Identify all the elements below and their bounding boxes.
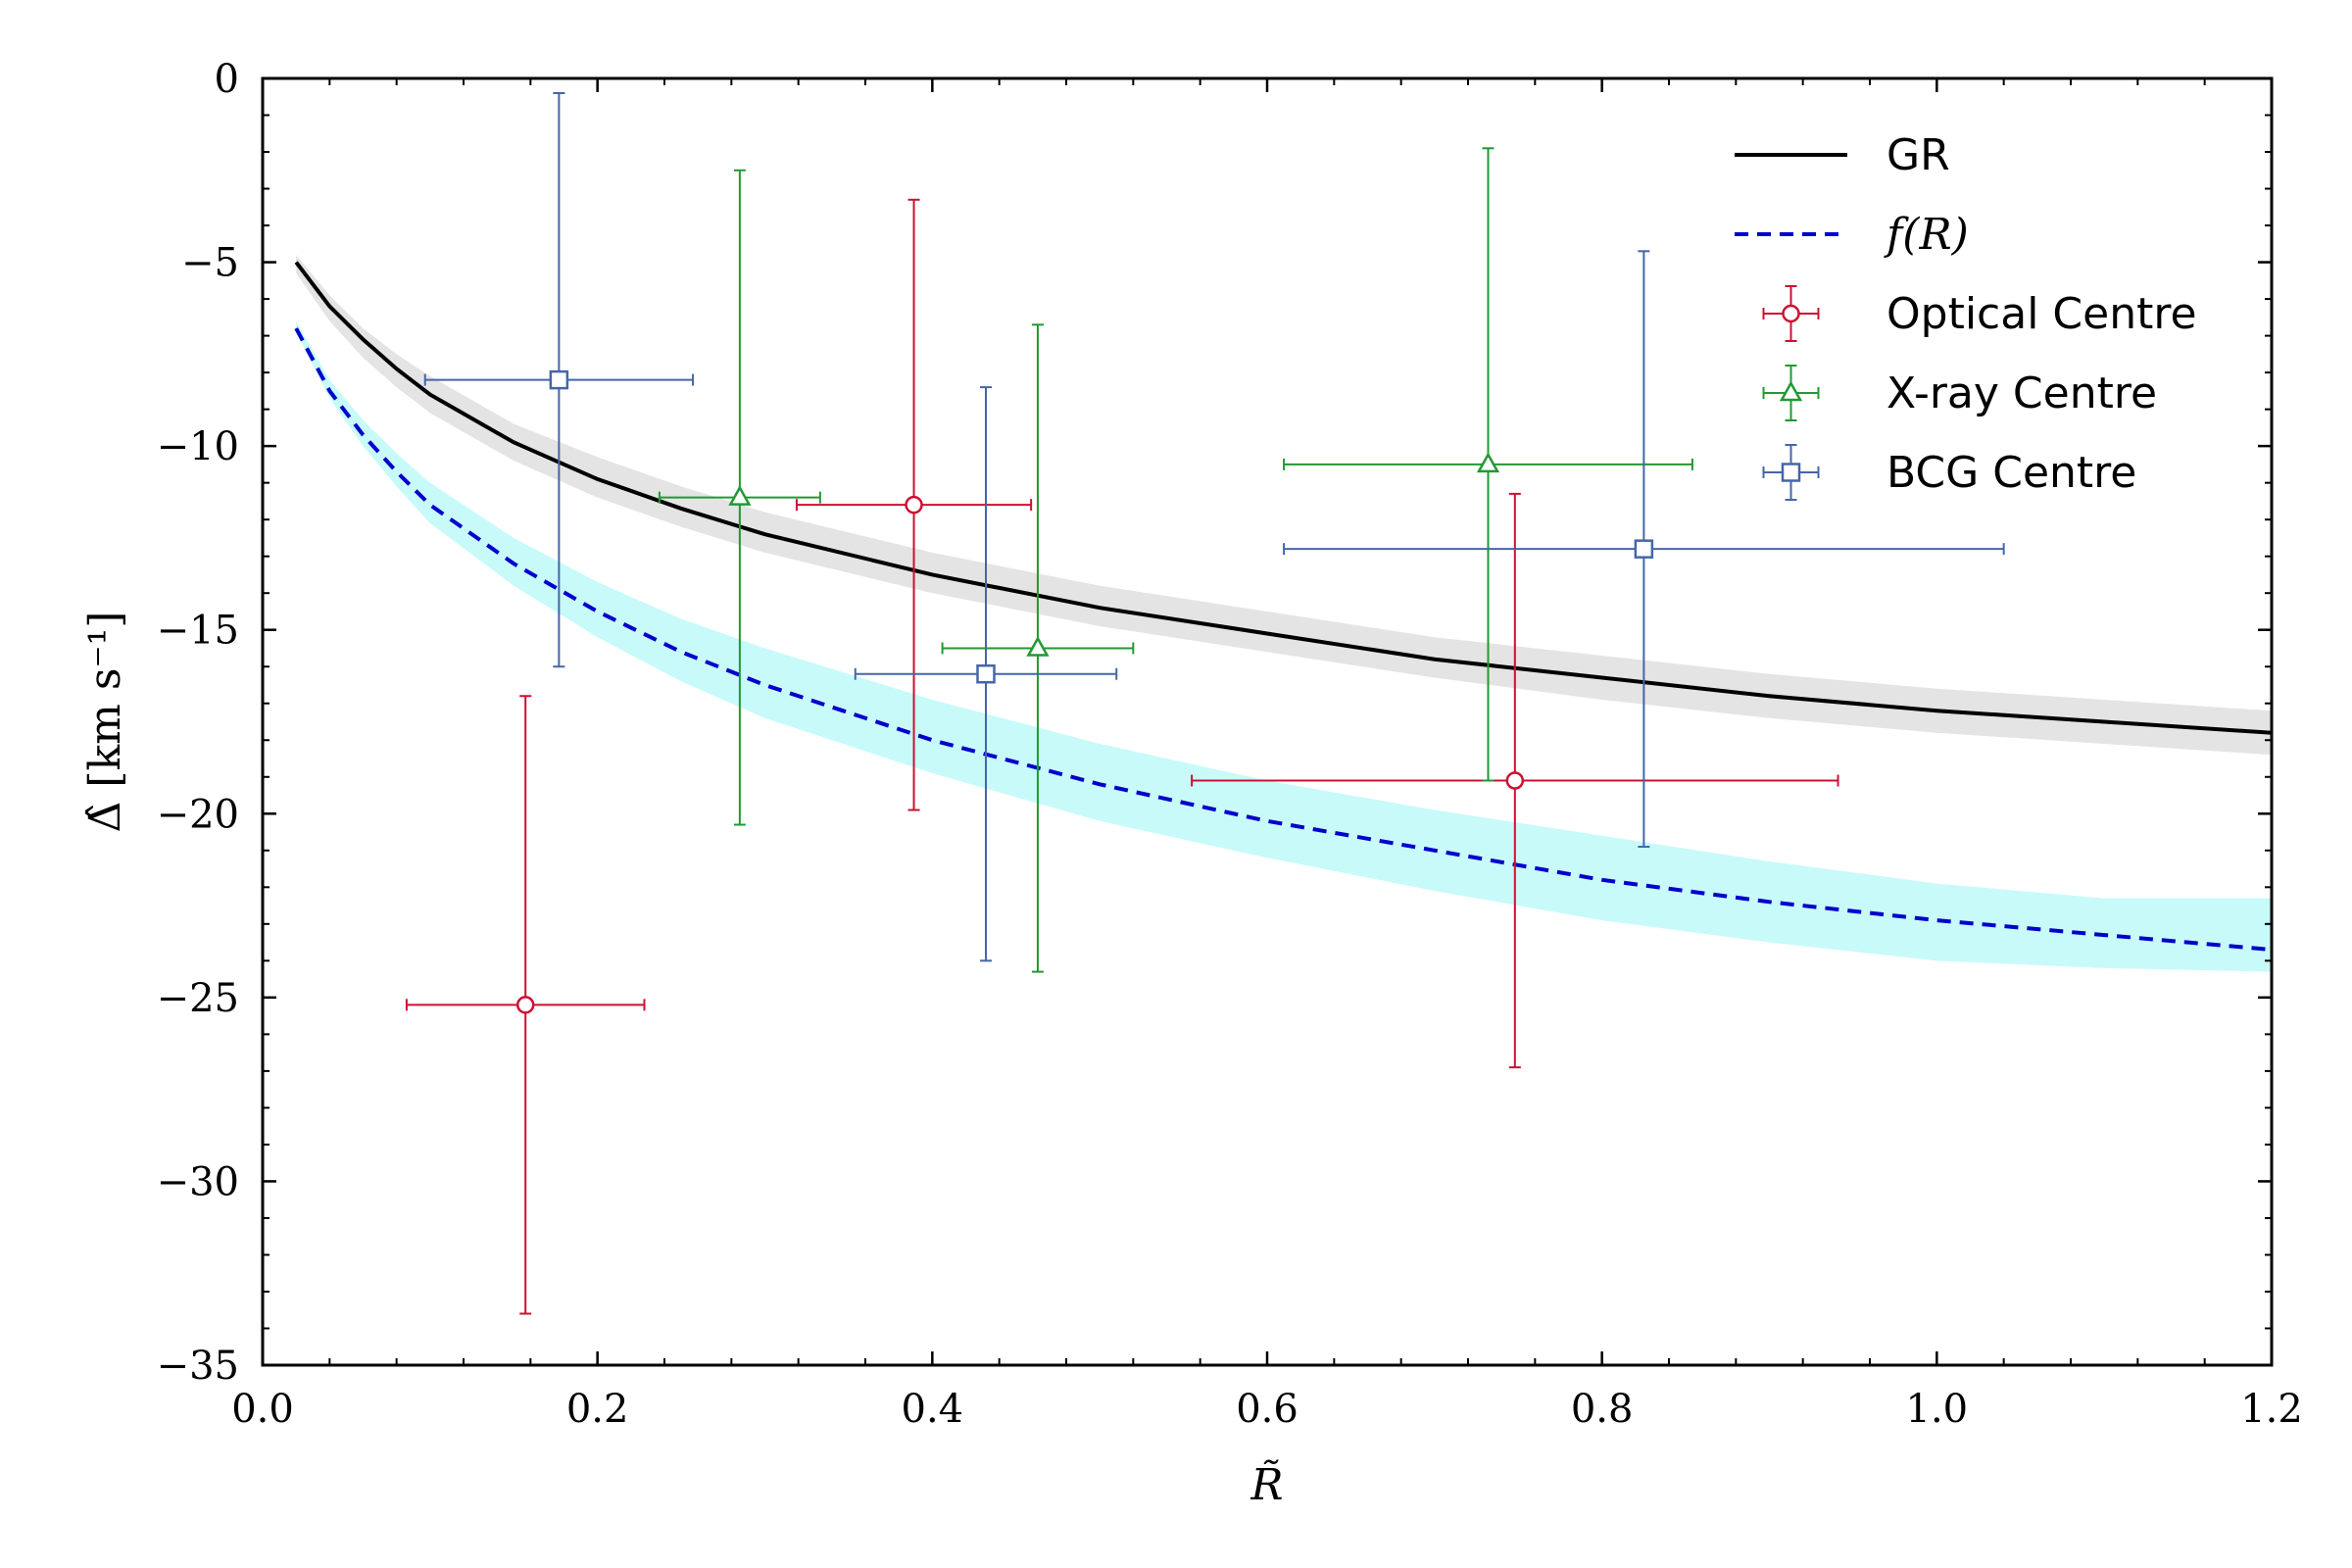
x-axis-label: R̃ <box>1250 1458 1283 1510</box>
legend-gr-label: GR <box>1886 130 1950 180</box>
bcg-centre-marker <box>976 663 996 684</box>
optical-centre-point-2 <box>795 198 1033 811</box>
x-tick-label: 1.0 <box>1906 1387 1969 1432</box>
x-tick-label: 0.6 <box>1236 1387 1298 1432</box>
bcg-centre-point-3 <box>1283 250 2005 849</box>
y-tick-label: −25 <box>157 976 239 1021</box>
x-tick-label: 0.8 <box>1571 1387 1634 1432</box>
optical-centre-point-1 <box>405 695 646 1315</box>
x-ray-centre-point-2 <box>941 323 1135 973</box>
x-tick-label: 1.2 <box>2240 1387 2303 1432</box>
f-r-band <box>296 320 2273 972</box>
bcg-centre-marker <box>1634 539 1654 559</box>
optical-centre-marker <box>1505 771 1525 790</box>
f-r-curve <box>294 327 2273 953</box>
legend-bcg-centre-swatch <box>1762 444 1820 501</box>
legend-optical-centre-marker <box>1782 304 1800 323</box>
y-tick-label: −35 <box>157 1344 239 1389</box>
data-points <box>405 92 2005 1315</box>
legend: GR f(R) Optical Centre X-ray Centre BCG Cent… <box>1735 130 2197 501</box>
x-ray-centre-marker <box>1026 635 1050 657</box>
y-tick-label: −30 <box>157 1159 239 1204</box>
y-tick-label: −15 <box>157 609 239 654</box>
legend-x-ray-centre-swatch <box>1762 365 1820 421</box>
y-tick-label: −20 <box>157 792 239 837</box>
y-tick-label: −10 <box>157 424 239 469</box>
optical-centre-marker <box>905 495 923 514</box>
model-curves <box>294 261 2273 953</box>
axes: 0.0 0.2 0.4 0.6 0.8 1.0 1.2 0 −5 −10 −15 −20 −25 −30 −… <box>80 57 2303 1510</box>
legend-bcg-centre-marker <box>1781 463 1801 482</box>
gr-curve <box>294 261 2273 735</box>
x-ray-centre-marker <box>1476 452 1500 473</box>
bcg-centre-point-2 <box>854 386 1118 962</box>
x-tick-label: 0.2 <box>566 1387 629 1432</box>
bcg-centre-point-1 <box>423 92 695 668</box>
legend-optical-centre-swatch <box>1762 285 1820 342</box>
x-ray-centre-marker <box>728 485 752 506</box>
legend-x-ray-centre-marker <box>1779 380 1803 402</box>
x-ray-centre-point-3 <box>1283 147 1693 782</box>
bcg-centre-marker <box>549 369 569 390</box>
legend-x-ray-centre-label: X-ray Centre <box>1886 368 2157 418</box>
y-tick-label: 0 <box>215 57 239 102</box>
confidence-bands <box>296 255 2273 972</box>
optical-centre-point-3 <box>1191 492 1839 1069</box>
x-tick-label: 0.4 <box>902 1387 964 1432</box>
y-tick-label: −5 <box>181 241 239 286</box>
optical-centre-marker <box>515 996 535 1014</box>
y-axis-label: Δ̂ [km s⁻¹] <box>80 612 130 833</box>
legend-f-r-label: f(R) <box>1884 210 1969 260</box>
legend-optical-centre-label: Optical Centre <box>1886 289 2197 339</box>
x-ray-centre-point-1 <box>658 169 821 826</box>
legend-bcg-centre-label: BCG Centre <box>1886 448 2136 498</box>
x-tick-label: 0.0 <box>231 1387 294 1432</box>
gr-band <box>296 255 2273 756</box>
